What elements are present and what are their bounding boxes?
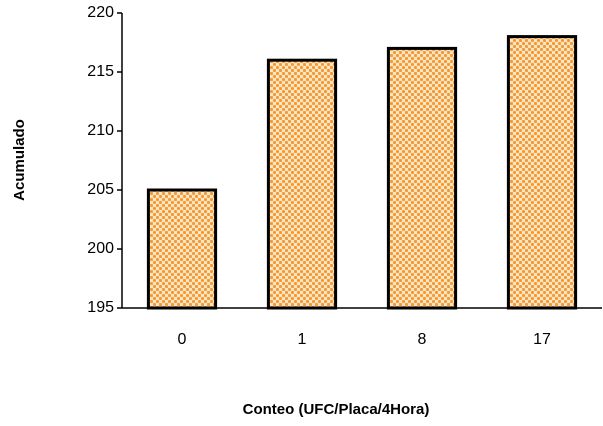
x-axis-title: Conteo (UFC/Placa/4Hora)	[243, 401, 430, 418]
y-tick-label: 215	[87, 63, 114, 80]
bar	[146, 188, 218, 310]
x-tick-label: 17	[533, 331, 551, 348]
y-tick-label: 220	[87, 4, 114, 21]
x-tick-label: 8	[418, 331, 427, 348]
y-tick-label: 195	[87, 299, 114, 316]
x-tick-label: 0	[178, 331, 187, 348]
y-tick-label: 200	[87, 240, 114, 257]
y-axis-title: Acumulado	[11, 119, 28, 201]
bar	[386, 46, 458, 310]
y-tick-label: 210	[87, 122, 114, 139]
bar	[506, 35, 578, 310]
x-tick-label: 1	[298, 331, 307, 348]
bar	[266, 58, 338, 310]
y-tick-label: 205	[87, 181, 114, 198]
